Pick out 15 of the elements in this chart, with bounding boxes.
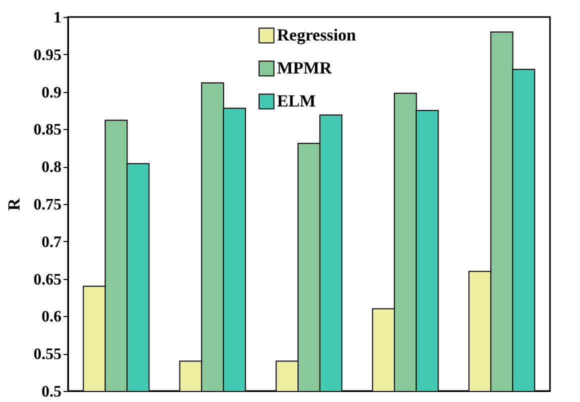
y-axis-title: R [4, 198, 24, 211]
y-tick-label: 0.85 [34, 122, 62, 139]
y-tick-label: 0.8 [42, 159, 62, 176]
y-tick-label: 0.7 [42, 234, 62, 251]
legend-label: ELM [277, 92, 316, 110]
y-tick-label: 0.55 [34, 346, 62, 364]
legend-label: MPMR [277, 58, 332, 78]
y-tick-label: 1 [54, 10, 62, 26]
y-tick-label: 0.6 [42, 308, 62, 326]
y-tick-label: 0.95 [34, 46, 62, 64]
y-tick-label: 0.65 [34, 271, 62, 288]
y-tick-label: 0.75 [34, 196, 62, 214]
y-tick-label: 0.9 [42, 84, 62, 102]
legend-label: Regression [277, 26, 357, 44]
y-tick-label: 0.5 [42, 384, 62, 400]
